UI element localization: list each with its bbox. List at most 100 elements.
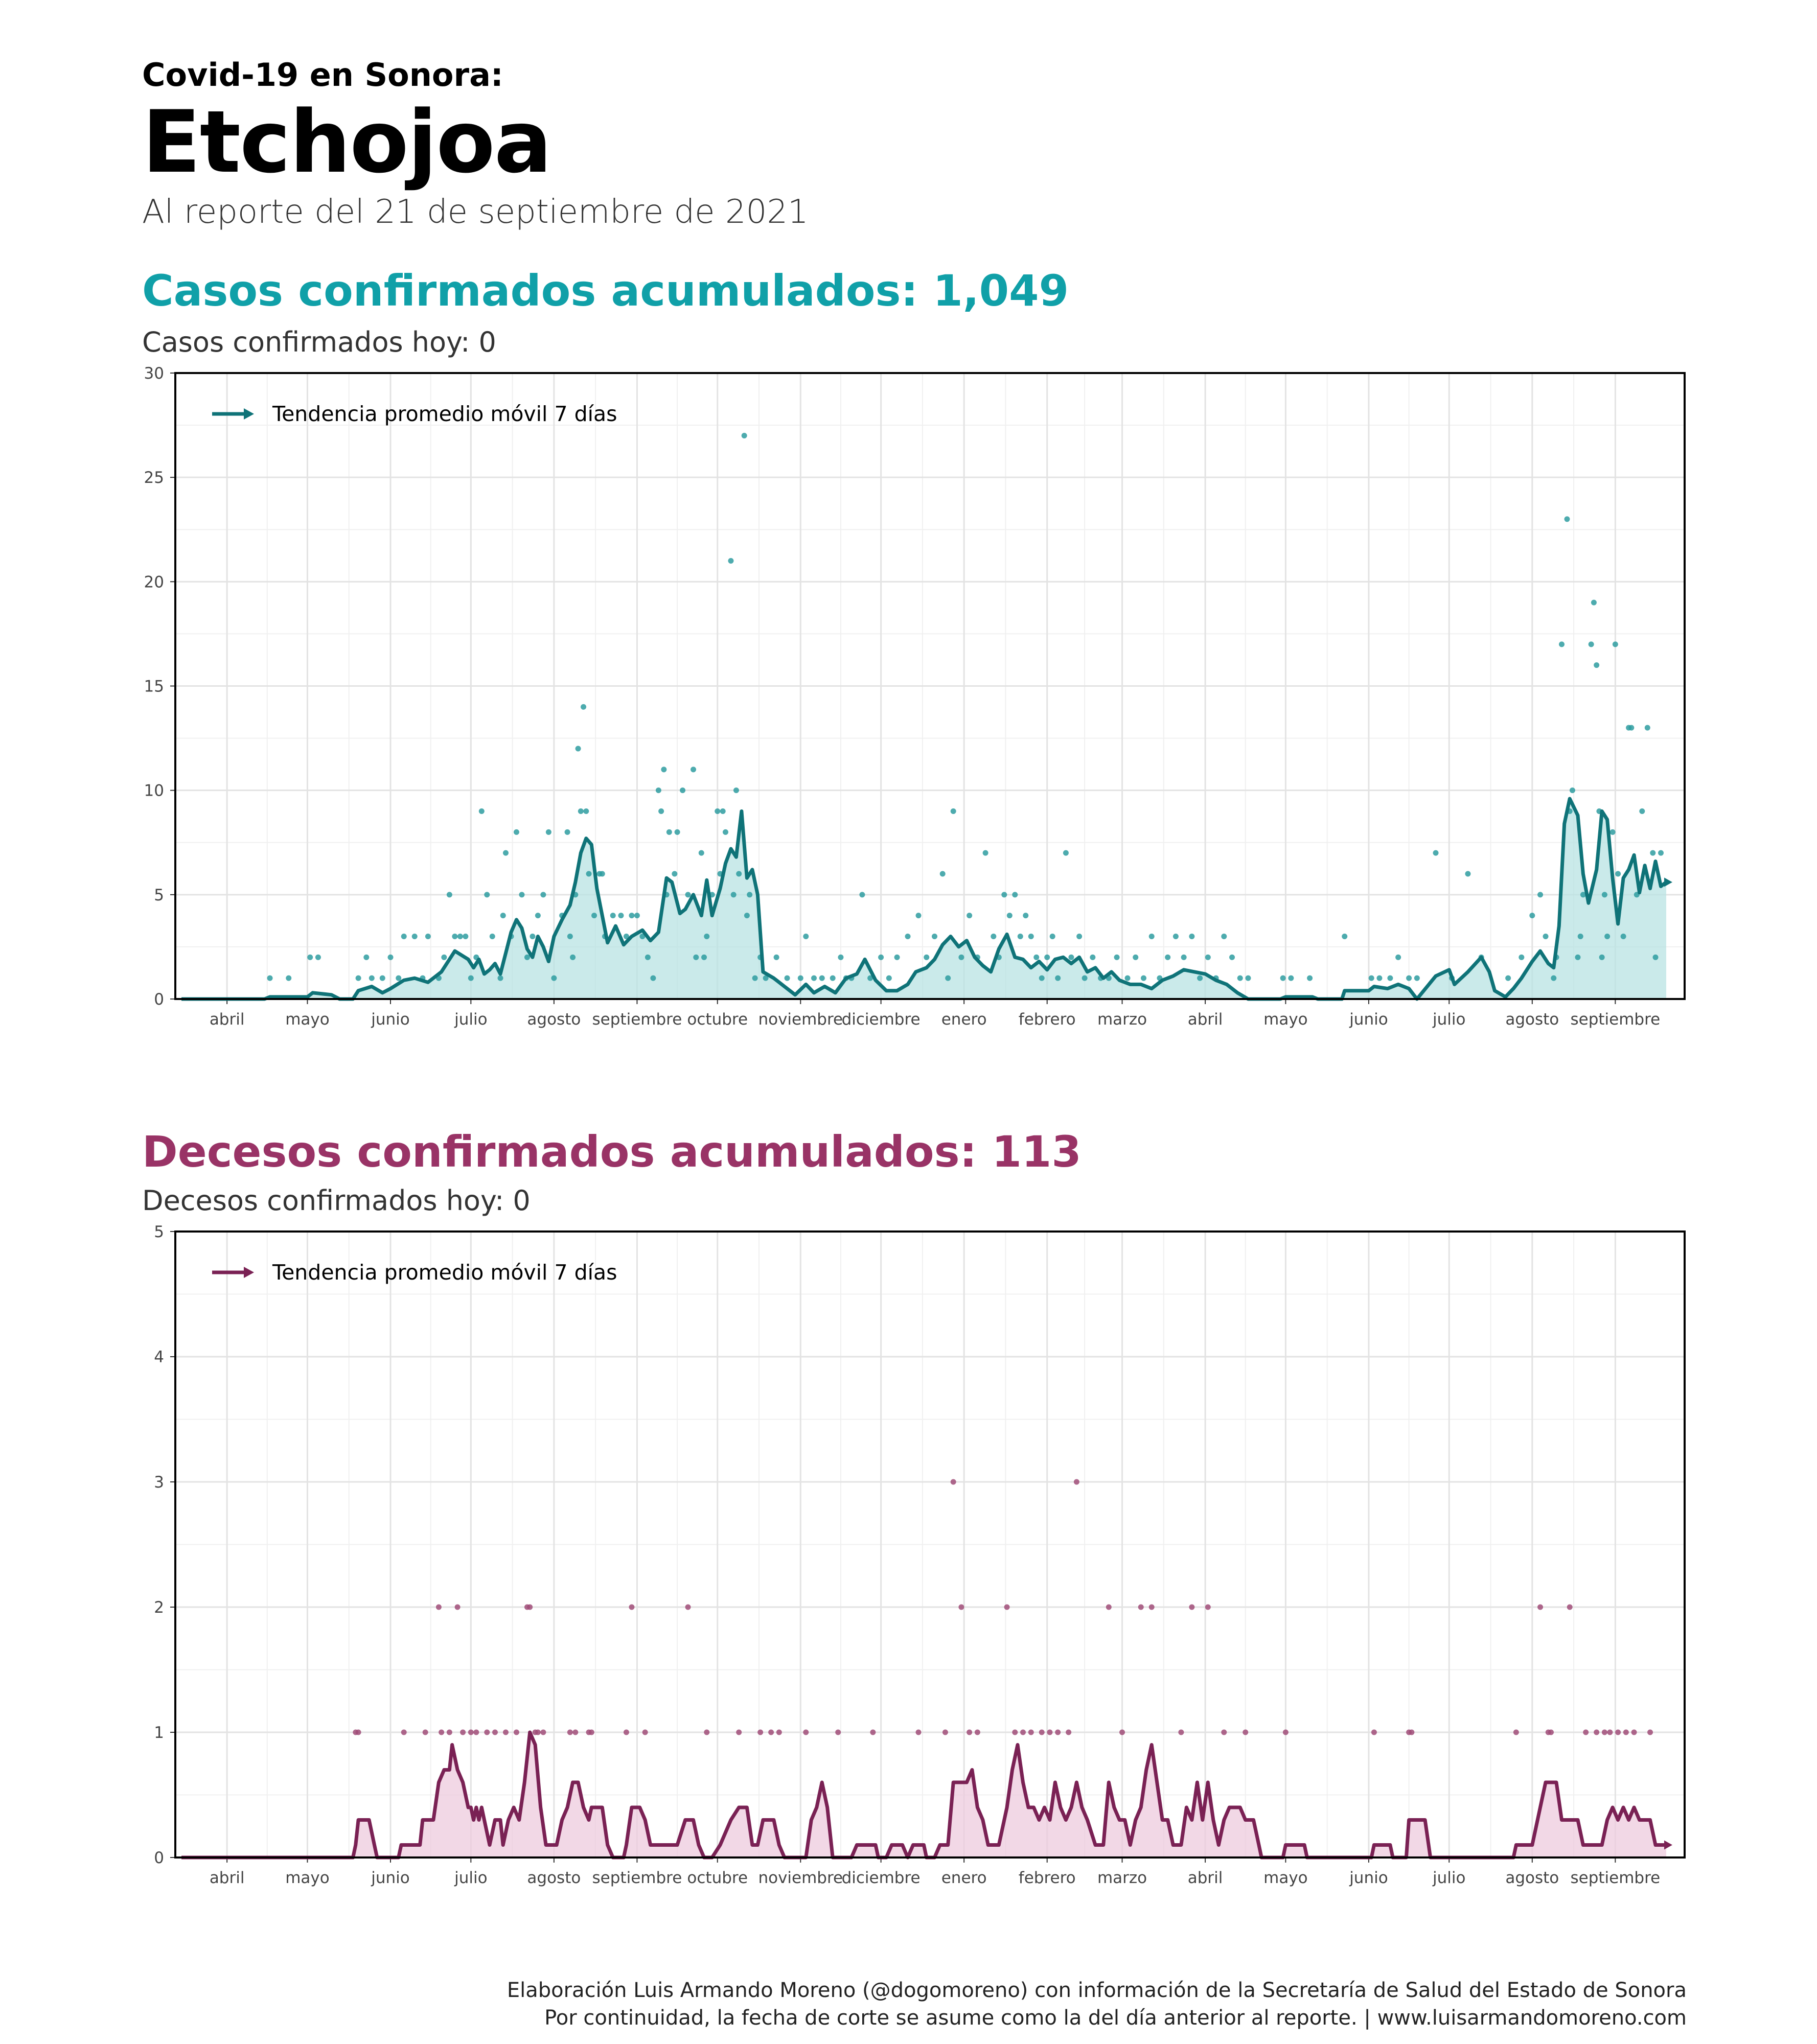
y-tick-label: 15	[144, 678, 164, 696]
cases-today: Casos confirmados hoy: 0	[142, 326, 496, 358]
data-point	[1575, 954, 1581, 960]
data-point	[379, 975, 385, 981]
x-tick-label: julio	[454, 1010, 487, 1029]
data-point	[730, 892, 737, 898]
data-point	[439, 1729, 445, 1735]
data-point	[623, 934, 629, 939]
data-point	[915, 1729, 922, 1735]
data-point	[878, 954, 884, 960]
data-point	[685, 1604, 691, 1610]
data-point	[1433, 850, 1439, 856]
data-point	[1612, 641, 1618, 647]
header-kicker: Covid-19 en Sonora:	[142, 56, 503, 94]
data-point	[1631, 1729, 1637, 1735]
x-tick-label: agosto	[527, 1010, 581, 1029]
data-point	[1012, 1729, 1018, 1735]
y-tick-label: 4	[154, 1348, 164, 1366]
data-point	[803, 1729, 809, 1735]
data-point	[369, 975, 375, 981]
data-point	[363, 954, 370, 960]
data-point	[870, 1729, 876, 1735]
data-point	[1658, 850, 1664, 856]
data-point	[1588, 641, 1594, 647]
data-point	[945, 975, 951, 981]
data-point	[931, 934, 937, 939]
data-point	[513, 829, 519, 835]
x-tick-label: julio	[454, 1869, 487, 1887]
data-point	[1387, 975, 1393, 981]
panel-border	[174, 372, 1686, 1000]
data-point	[967, 913, 973, 919]
data-point	[540, 1729, 546, 1735]
data-point	[1601, 1729, 1607, 1735]
data-point	[567, 1729, 573, 1735]
data-point	[950, 1479, 956, 1485]
data-point	[446, 892, 452, 898]
data-point	[950, 808, 956, 814]
data-point	[468, 1729, 474, 1735]
data-point	[1205, 1604, 1211, 1610]
data-point	[1028, 1729, 1034, 1735]
data-point	[1628, 725, 1635, 731]
data-point	[1529, 913, 1535, 919]
data-point	[1644, 725, 1650, 731]
data-point	[1604, 934, 1611, 939]
data-point	[1073, 1479, 1079, 1485]
data-point	[1615, 871, 1621, 877]
data-point	[567, 934, 573, 939]
data-point	[355, 1729, 361, 1735]
data-point	[1020, 1729, 1026, 1735]
data-point	[401, 1729, 407, 1735]
data-point	[446, 1729, 452, 1735]
data-point	[958, 954, 964, 960]
data-point	[1133, 954, 1139, 960]
data-point	[704, 1729, 710, 1735]
data-point	[1607, 1729, 1613, 1735]
data-point	[915, 913, 922, 919]
data-point	[715, 808, 721, 814]
data-point	[540, 892, 546, 898]
data-point	[1039, 975, 1045, 981]
data-point	[1028, 934, 1034, 939]
trend-line	[181, 797, 1668, 1001]
report-date: Al reporte del 21 de septiembre de 2021	[142, 193, 809, 231]
data-point	[1205, 954, 1211, 960]
x-tick-label: septiembre	[592, 1869, 682, 1887]
data-point	[575, 746, 581, 752]
data-point	[768, 1729, 774, 1735]
data-point	[680, 787, 686, 794]
data-point	[1548, 1729, 1554, 1735]
data-point	[942, 1729, 948, 1735]
data-point	[396, 975, 402, 981]
data-point	[741, 433, 747, 438]
data-point	[618, 913, 624, 919]
data-point	[1148, 1604, 1155, 1610]
data-point	[1609, 829, 1616, 835]
deaths-heading: Decesos confirmados acumulados: 113	[142, 1127, 1082, 1177]
data-point	[1594, 1729, 1600, 1735]
x-tick-label: julio	[1432, 1010, 1465, 1029]
x-tick-label: febrero	[1019, 1010, 1076, 1029]
data-point	[1165, 954, 1171, 960]
data-point	[1623, 1729, 1629, 1735]
data-point	[838, 954, 844, 960]
data-point	[1004, 1604, 1010, 1610]
data-point	[1282, 1729, 1289, 1735]
data-point	[958, 1604, 964, 1610]
data-point	[500, 913, 506, 919]
data-point	[629, 913, 635, 919]
data-point	[1221, 934, 1227, 939]
data-point	[473, 1729, 479, 1735]
x-tick-label: abril	[1188, 1010, 1223, 1029]
data-point	[1114, 954, 1120, 960]
data-point	[623, 1729, 629, 1735]
x-tick-label: marzo	[1097, 1869, 1147, 1887]
data-point	[610, 913, 616, 919]
data-point	[581, 704, 587, 710]
data-point	[1049, 934, 1055, 939]
data-point	[591, 913, 597, 919]
x-tick-label: septiembre	[592, 1010, 682, 1029]
data-point	[1650, 850, 1656, 856]
data-point	[722, 829, 728, 835]
x-tick-label: diciembre	[842, 1869, 921, 1887]
